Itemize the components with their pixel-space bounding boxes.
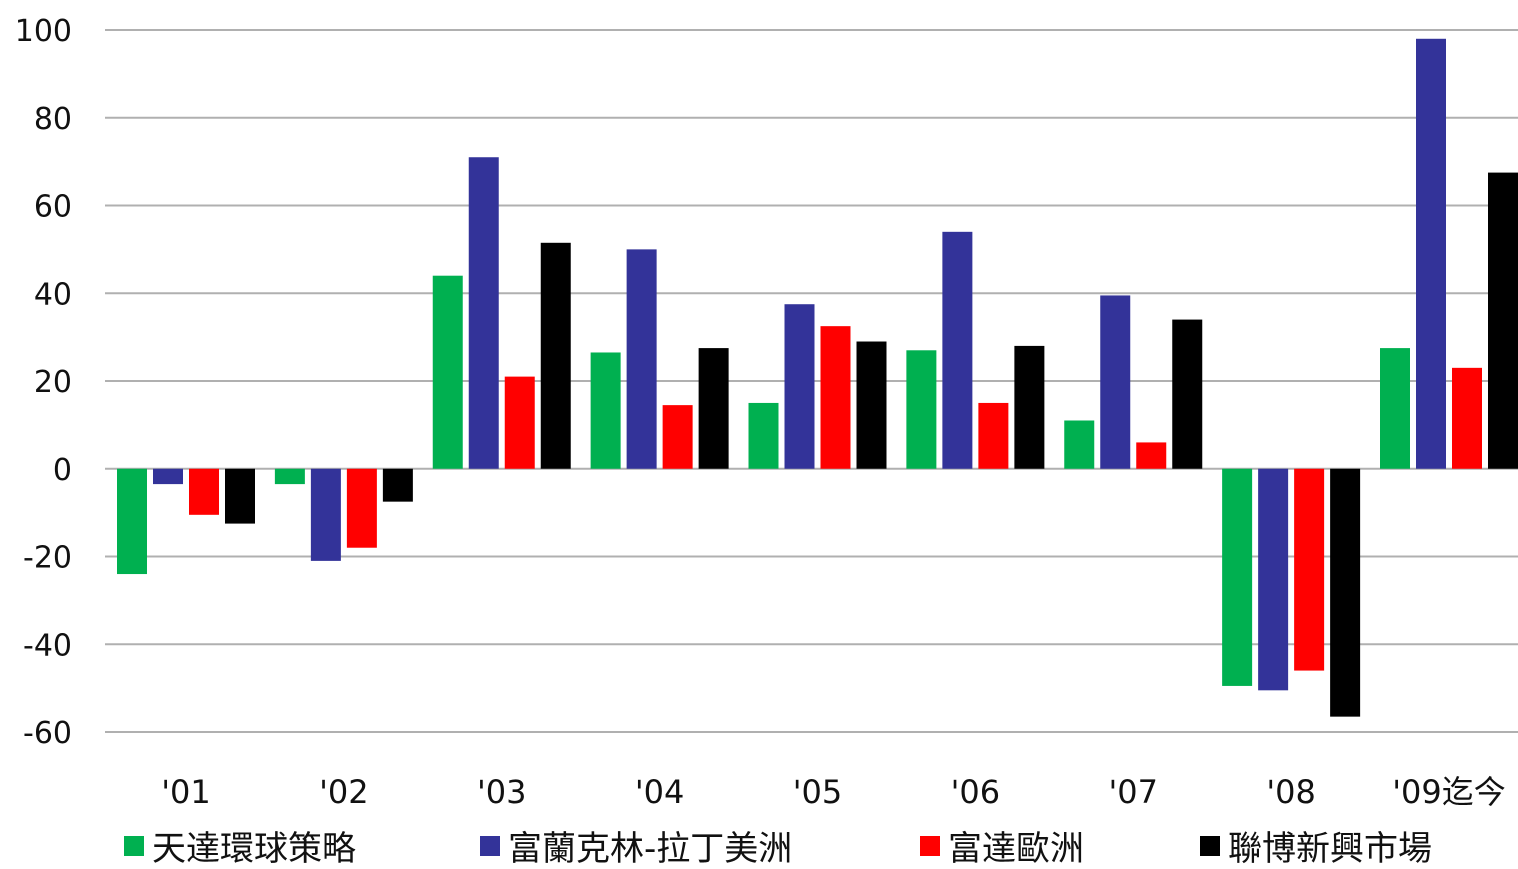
y-tick-label: 40 [34,277,72,312]
x-tick-label: '06 [951,773,1001,811]
bar [1452,367,1482,469]
x-tick-label: '07 [1108,773,1158,811]
bar [906,350,937,469]
bar [346,468,377,548]
bar [1330,468,1361,717]
bar [1380,348,1410,469]
bar [189,468,219,515]
x-tick-label: '03 [477,773,527,811]
legend-label: 天達環球策略 [152,829,356,869]
y-tick-label: -20 [23,541,72,576]
bar [432,275,463,469]
x-tick-label: '08 [1266,773,1316,811]
bar [1488,172,1518,469]
legend-swatch [1200,836,1220,856]
x-tick-label: '05 [793,773,843,811]
bar [1258,468,1289,691]
y-tick-label: -60 [23,716,72,751]
legend-label: 聯博新興市場 [1228,829,1432,869]
bars [117,38,1518,717]
bar [1222,468,1253,686]
x-tick-label: '09迄今 [1392,773,1506,811]
y-axis-tick-labels: 100 80 60 40 20 0 -20 -40 -60 [15,14,72,751]
bar [626,249,657,469]
bar [1136,442,1167,469]
bar [748,402,779,469]
bar [1416,38,1446,469]
x-tick-label: '01 [161,773,211,811]
bar [504,376,535,469]
bar [662,405,693,469]
bar [1294,468,1325,671]
y-tick-label: 0 [53,453,72,488]
bar [698,348,729,469]
y-tick-label: 80 [34,102,72,137]
legend-swatch [480,836,500,856]
bar [856,341,887,469]
bar [1172,319,1203,469]
bar [225,468,255,524]
bar [468,157,499,469]
bar [153,468,183,485]
legend-swatch [920,836,940,856]
legend-swatch [124,836,144,856]
bar [540,242,571,469]
bar [1064,420,1095,469]
y-tick-label: 20 [34,365,72,400]
x-tick-label: '02 [319,773,369,811]
y-tick-label: 100 [15,14,72,49]
x-tick-label: '04 [635,773,685,811]
bar [382,468,413,502]
bar [310,468,341,561]
bar [590,352,621,469]
x-axis-tick-labels: '01 '02 '03 '04 '05 '06 '07 '08 '09迄今 [161,773,1506,811]
bar [1100,295,1131,469]
bar [117,468,147,575]
bar [978,402,1009,469]
y-tick-label: -40 [23,628,72,663]
bar [784,304,815,469]
legend-label: 富達歐洲 [948,829,1084,869]
bar [274,468,305,485]
legend: 天達環球策略 富蘭克林-拉丁美洲 富達歐洲 聯博新興市場 [124,829,1432,869]
y-tick-label: 60 [34,190,72,225]
legend-label: 富蘭克林-拉丁美洲 [508,829,792,869]
bar [820,326,851,469]
bar [942,231,973,469]
bar [1014,345,1045,469]
